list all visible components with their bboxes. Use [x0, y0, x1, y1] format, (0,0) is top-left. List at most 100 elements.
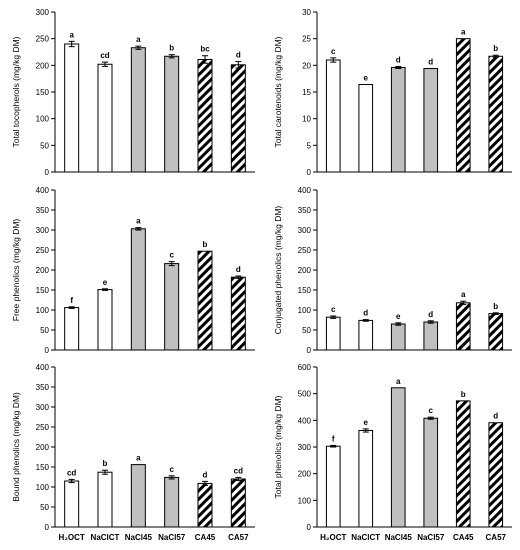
y-tick-label: 150: [36, 88, 50, 97]
x-category-label: CA45: [195, 533, 216, 542]
x-category-label: H₂OCT: [59, 533, 85, 542]
significance-letter: a: [396, 377, 401, 386]
x-category-label: H₂OCT: [320, 533, 346, 542]
y-axis-title: Total phenolics (mg/kg DM): [273, 395, 283, 498]
y-tick-label: 150: [36, 286, 50, 295]
y-axis-title: Total carotenoids (mg/kg DM): [273, 36, 283, 147]
y-tick-label: 5: [307, 141, 312, 150]
bar-nacl57: [423, 321, 439, 351]
significance-letter: b: [493, 302, 498, 311]
significance-letter: b: [169, 44, 174, 53]
x-category-label: NaClCT: [91, 533, 120, 542]
bar-hoct: [64, 43, 80, 173]
y-tick-label: 50: [40, 503, 49, 512]
x-category-label: CA57: [486, 533, 507, 542]
x-category-label: NaCl57: [417, 533, 445, 542]
x-category-label: NaCl57: [158, 533, 186, 542]
y-tick-label: 200: [36, 266, 50, 275]
bar-ca45: [197, 482, 213, 528]
x-category-label: NaCl45: [385, 533, 413, 542]
significance-letter: d: [236, 265, 241, 274]
y-tick-label: 400: [298, 186, 312, 195]
bar-nacl45: [130, 228, 146, 351]
bar-naclct: [97, 63, 113, 173]
y-tick-label: 10: [302, 115, 311, 124]
x-category-label: CA57: [228, 533, 249, 542]
y-tick-label: 250: [36, 35, 50, 44]
y-tick-label: 0: [45, 523, 50, 532]
bar-ca57: [488, 422, 504, 528]
y-tick-label: 50: [40, 326, 49, 335]
significance-letter: a: [461, 290, 466, 299]
significance-letter: d: [493, 412, 498, 421]
bar-nacl45: [130, 47, 146, 173]
bar-hoct: [64, 480, 80, 528]
y-tick-label: 0: [307, 168, 312, 177]
significance-letter: a: [136, 35, 141, 44]
significance-letter: c: [169, 251, 174, 260]
y-tick-label: 100: [36, 483, 50, 492]
significance-letter: e: [396, 312, 401, 321]
y-tick-label: 600: [298, 363, 312, 372]
y-tick-label: 300: [36, 8, 50, 17]
y-tick-label: 250: [36, 423, 50, 432]
y-tick-label: 15: [302, 88, 311, 97]
significance-letter: c: [169, 465, 174, 474]
bar-ca57: [230, 276, 246, 351]
chart-panel-4: 0 50 100 150 200 250 300 350 400 Conjugated pheno…: [273, 186, 512, 355]
y-tick-label: 300: [36, 403, 50, 412]
significance-letter: d: [363, 309, 368, 318]
y-tick-label: 100: [36, 115, 50, 124]
chart-panel-1: 0 50 100 150 200 250 300 Total tocopherols (mg/…: [11, 8, 255, 177]
y-axis-title: Conjugated phenolics (mg/kg DM): [273, 206, 283, 335]
y-tick-label: 20: [302, 61, 311, 70]
bar-ca57: [488, 313, 504, 351]
significance-letter: f: [332, 434, 335, 443]
significance-letter: c: [429, 406, 434, 415]
bar-hoct: [325, 316, 341, 351]
x-category-label: NaCl45: [125, 533, 153, 542]
bar-nacl57: [423, 417, 439, 528]
chart-panel-6: 0 100 200 300 400 500 600 Total phenolics (mg/k…: [273, 363, 512, 542]
y-tick-label: 500: [298, 390, 312, 399]
y-tick-label: 200: [298, 470, 312, 479]
y-tick-label: 400: [36, 363, 50, 372]
bar-nacl57: [164, 55, 180, 173]
bar-nacl57: [423, 68, 439, 173]
y-axis-title: Free phenolics (mg/kg DM): [11, 219, 21, 322]
bar-ca45: [455, 302, 471, 351]
significance-letter: a: [69, 30, 74, 39]
bar-ca45: [455, 400, 471, 528]
significance-letter: d: [428, 58, 433, 67]
y-tick-label: 30: [302, 8, 311, 17]
bar-hoct: [325, 445, 341, 528]
significance-letter: a: [136, 217, 141, 226]
significance-letter: f: [70, 296, 73, 305]
bar-nacl45: [390, 387, 406, 528]
significance-letter: c: [331, 305, 336, 314]
bar-nacl45: [390, 323, 406, 351]
significance-letter: c: [331, 47, 336, 56]
y-axis-title: Total tocopherols (mg/kg DM): [11, 36, 21, 147]
y-tick-label: 0: [45, 168, 50, 177]
significance-letter: cd: [234, 466, 243, 475]
y-tick-label: 200: [298, 266, 312, 275]
bar-nacl45: [130, 464, 146, 528]
y-tick-label: 350: [36, 206, 50, 215]
significance-letter: bc: [200, 45, 210, 54]
y-tick-label: 150: [298, 286, 312, 295]
significance-letter: a: [136, 454, 141, 463]
x-category-label: CA45: [453, 533, 474, 542]
bar-ca57: [230, 478, 246, 528]
significance-letter: d: [236, 51, 241, 60]
y-tick-label: 200: [36, 61, 50, 70]
y-tick-label: 400: [36, 186, 50, 195]
y-tick-label: 0: [45, 346, 50, 355]
bar-ca45: [197, 58, 213, 173]
y-tick-label: 350: [298, 206, 312, 215]
bar-naclct: [358, 84, 374, 173]
y-tick-label: 50: [40, 141, 49, 150]
y-tick-label: 100: [36, 306, 50, 315]
y-tick-label: 400: [298, 416, 312, 425]
